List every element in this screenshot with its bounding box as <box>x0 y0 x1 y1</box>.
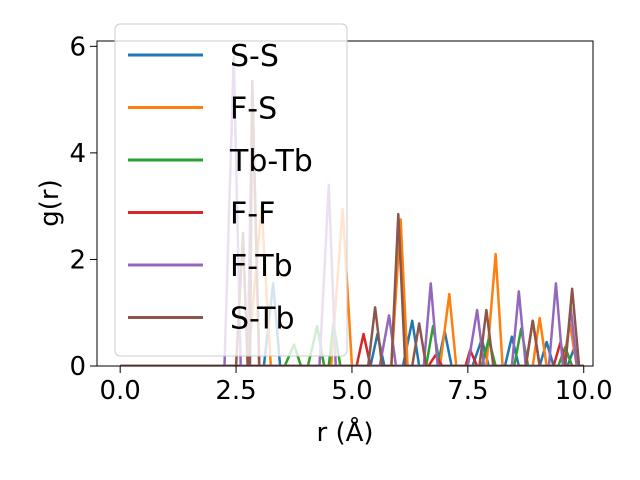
x-axis: 0.0 2.5 5.0 7.5 10.0 <box>99 366 613 406</box>
y-tick-label: 6 <box>69 32 86 62</box>
series-line-f-s <box>120 204 584 366</box>
series-line-s-s <box>120 282 584 366</box>
legend-label: F-Tb <box>230 249 293 284</box>
legend-label: S-Tb <box>230 302 294 337</box>
x-tick-label: 0.0 <box>99 376 140 406</box>
x-tick-label: 10.0 <box>555 376 613 406</box>
legend-label: S-S <box>230 39 279 74</box>
legend-label: F-F <box>230 197 275 232</box>
legend-label: F-S <box>230 92 277 127</box>
legend-label: Tb-Tb <box>229 144 313 179</box>
y-tick-label: 0 <box>69 352 86 382</box>
y-axis: 0 2 4 6 <box>69 32 97 382</box>
series-line-tb-tb <box>120 322 584 366</box>
y-tick-label: 2 <box>69 245 86 275</box>
y-axis-label: g(r) <box>35 179 65 226</box>
x-tick-label: 7.5 <box>447 376 488 406</box>
legend: S-S F-S Tb-Tb F-F F-Tb S-Tb <box>114 23 348 357</box>
x-tick-label: 2.5 <box>215 376 256 406</box>
x-tick-label: 5.0 <box>331 376 372 406</box>
y-tick-label: 4 <box>69 139 86 169</box>
x-axis-label: r (Å) <box>316 416 373 448</box>
